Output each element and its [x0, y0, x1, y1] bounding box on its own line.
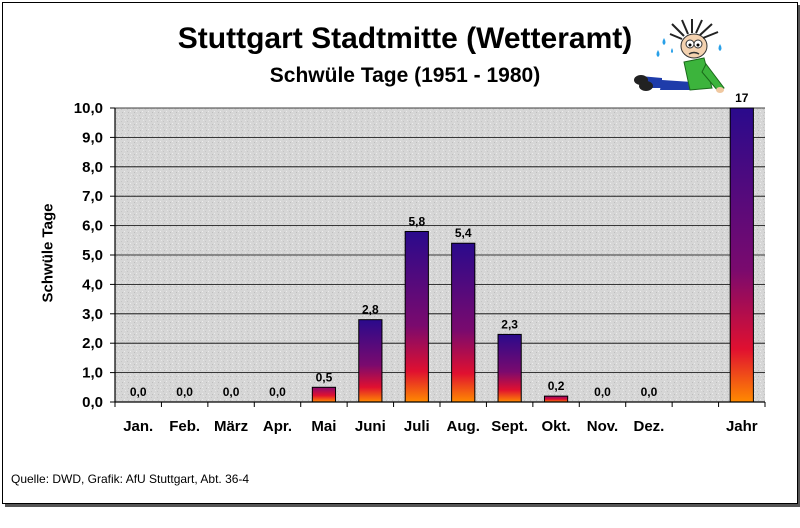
chart-title: Stuttgart Stadtmitte (Wetteramt) [177, 22, 633, 55]
bar [358, 319, 383, 403]
x-category-label: Juni [355, 418, 386, 435]
sweating-cartoon-man-icon [634, 19, 725, 93]
bar [543, 395, 569, 403]
bar-value-label: 0,0 [269, 385, 286, 399]
y-tick-label: 9,0 [82, 129, 103, 146]
x-category-label: Feb. [169, 418, 200, 435]
bar-value-label: 0,5 [316, 370, 333, 384]
bar-value-label: 0,0 [223, 385, 240, 399]
y-tick-label: 10,0 [74, 100, 103, 117]
chart-subtitle: Schwüle Tage (1951 - 1980) [269, 64, 541, 87]
y-tick-label: 5,0 [82, 247, 103, 264]
bar-value-label: 2,8 [362, 303, 379, 317]
x-category-label: Nov. [587, 418, 618, 435]
x-category-label: Juli [404, 418, 430, 435]
bar-chart: 0,0 1,0 2,0 3,0 4,0 5,0 6,0 7,0 8,0 9,0 10,0 Jan. 0,… [74, 91, 766, 435]
source-note: Quelle: DWD, Grafik: AfU Stuttgart, Abt.… [11, 472, 250, 486]
y-tick-label: 1,0 [82, 365, 103, 382]
x-category-label: Jan. [123, 418, 153, 435]
y-tick-label: 8,0 [82, 159, 103, 176]
bar-value-label: 0,0 [176, 385, 193, 399]
bar-value-label: 17 [735, 91, 749, 105]
bar-value-label: 5,4 [455, 226, 472, 240]
x-category-label: Jahr [726, 418, 758, 435]
y-tick-label: 2,0 [82, 335, 103, 352]
bar-value-label: 0,0 [594, 385, 611, 399]
x-category-label: Mai [311, 418, 336, 435]
bar [497, 333, 522, 403]
x-category-label: Okt. [541, 418, 570, 435]
bar-value-label: 0,0 [130, 385, 147, 399]
bar [729, 107, 754, 403]
bar [451, 242, 476, 403]
x-category-label: Apr. [263, 418, 292, 435]
y-tick-label: 4,0 [82, 276, 103, 293]
x-category-label: März [214, 418, 248, 435]
y-tick-label: 0,0 [82, 394, 103, 411]
x-category-label: Aug. [447, 418, 480, 435]
x-category-label: Dez. [634, 418, 665, 435]
y-tick-label: 6,0 [82, 218, 103, 235]
bar-value-label: 0,2 [548, 379, 565, 393]
x-category-label: Sept. [491, 418, 528, 435]
bar [404, 230, 429, 403]
bar [311, 386, 337, 403]
y-tick-label: 7,0 [82, 188, 103, 205]
bar-value-label: 2,3 [501, 317, 518, 331]
bar-value-label: 0,0 [641, 385, 658, 399]
bar-value-label: 5,8 [408, 214, 425, 228]
y-tick-label: 3,0 [82, 306, 103, 323]
